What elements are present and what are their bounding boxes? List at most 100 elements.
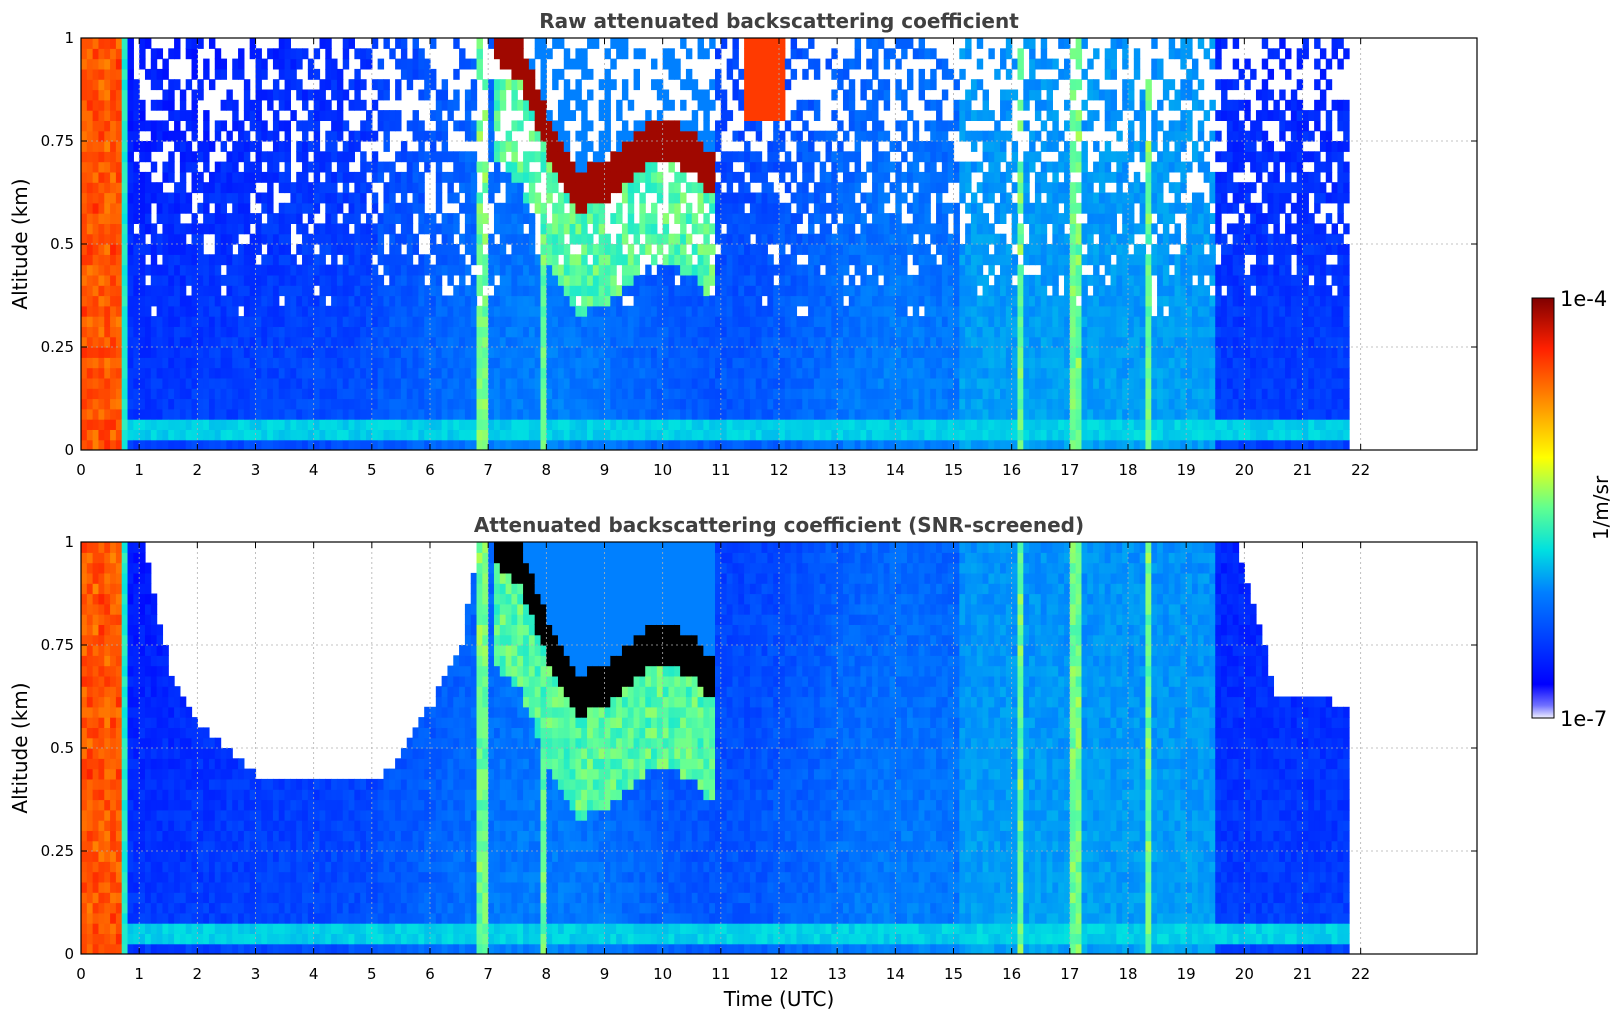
heatmap-cell [505,429,513,441]
heatmap-cell [488,233,495,245]
heatmap-cell [453,388,460,400]
heatmap-cell [662,429,670,441]
heatmap-cell [400,408,408,420]
heatmap-cell [296,120,303,132]
heatmap-cell [604,120,611,132]
heatmap-cell [901,429,908,441]
heatmap-cell [278,347,286,358]
heatmap-cell [319,192,326,204]
heatmap-cell [784,429,792,441]
heatmap-cell [726,316,734,327]
heatmap-cell [755,244,763,255]
heatmap-cell [406,388,414,400]
heatmap-cell [86,377,94,389]
heatmap-cell [802,171,809,183]
heatmap-cell [371,439,379,450]
heatmap-cell [470,326,478,338]
heatmap-cell [779,377,786,389]
heatmap-cell [540,110,547,121]
heatmap-cell [965,110,972,121]
heatmap-cell [336,161,344,173]
heatmap-cell [691,326,699,338]
heatmap-cell [790,408,798,420]
heatmap-cell [302,429,309,441]
heatmap-cell [488,305,495,317]
heatmap-cell [208,285,216,297]
heatmap-cell [360,233,367,245]
heatmap-cell [616,285,623,297]
heatmap-cell [639,347,646,358]
heatmap-cell [953,377,960,389]
heatmap-cell [906,223,914,235]
heatmap-cell [552,285,559,297]
heatmap-cell [139,326,146,338]
heatmap-cell [81,141,88,152]
heatmap-cell [656,151,664,163]
heatmap-cell [895,367,902,379]
heatmap-cell [110,38,117,49]
heatmap-cell [639,120,646,132]
heatmap-cell [633,161,640,173]
heatmap-cell [424,398,431,410]
heatmap-cell [86,254,94,266]
heatmap-cell [895,244,902,255]
heatmap-cell [523,68,530,80]
heatmap-cell [883,326,891,338]
heatmap-cell [168,408,175,420]
heatmap-cell [162,244,169,255]
heatmap-cell [278,398,286,410]
heatmap-cell [755,357,763,369]
heatmap-cell [697,141,704,152]
heatmap-cell [703,295,710,307]
heatmap-cell [325,398,332,410]
heatmap-cell [569,192,577,204]
heatmap-cell [226,192,233,204]
heatmap-cell [924,79,931,91]
heatmap-cell [488,151,495,163]
heatmap-cell [866,326,873,338]
heatmap-cell [616,367,623,379]
heatmap-cell [389,233,396,245]
heatmap-cell [511,357,518,369]
heatmap-cell [278,408,286,420]
heatmap-cell [860,130,867,142]
heatmap-cell [430,213,437,224]
heatmap-cell [150,285,158,297]
heatmap-cell [825,377,832,389]
heatmap-cell [110,264,117,276]
heatmap-cell [185,141,193,152]
heatmap-cell [435,367,443,379]
heatmap-cell [901,151,908,163]
heatmap-cell [732,295,739,307]
heatmap-cell [464,398,472,410]
heatmap-cell [92,398,100,410]
heatmap-cell [336,130,344,142]
heatmap-cell [464,161,472,173]
heatmap-cell [313,110,321,121]
heatmap-cell [924,326,931,338]
heatmap-cell [889,274,896,286]
heatmap-cell [127,264,134,276]
heatmap-cell [272,305,280,317]
heatmap-cell [325,347,332,358]
heatmap-cell [651,120,658,132]
heatmap-cell [685,285,693,297]
heatmap-cell [895,223,902,235]
heatmap-cell [243,419,251,430]
heatmap-cell [941,305,949,317]
heatmap-cell [342,223,350,235]
heatmap-cell [81,408,88,420]
heatmap-cell [104,326,111,338]
heatmap-cell [715,429,722,441]
heatmap-cell [848,357,856,369]
heatmap-cell [720,120,728,132]
heatmap-cell [272,398,280,410]
heatmap-cell [738,398,745,410]
heatmap-cell [645,141,652,152]
heatmap-cell [831,110,838,121]
heatmap-cell [877,244,885,255]
heatmap-cell [528,388,536,400]
heatmap-cell [592,264,600,276]
heatmap-cell [598,223,606,235]
heatmap-cell [540,244,547,255]
